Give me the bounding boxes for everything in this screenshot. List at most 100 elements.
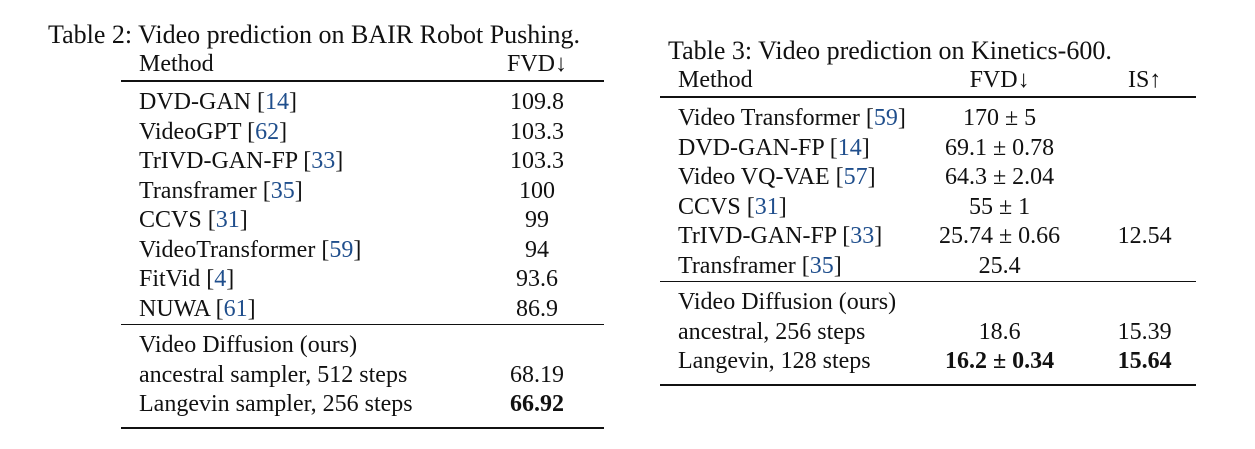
fvd-cell: 25.4 (978, 252, 1021, 279)
table-row: Video Transformer [59] 170 ± 5 (660, 97, 1196, 134)
method-cell: VideoGPT [62] (139, 118, 288, 145)
table-row: Transframer [35] 25.4 (660, 252, 1196, 282)
table-row-ours-title: Video Diffusion (ours) (121, 324, 604, 361)
citation-link[interactable]: 62 (255, 118, 280, 145)
fvd-cell: 86.9 (516, 295, 558, 322)
is-cell: 15.39 (1117, 318, 1172, 345)
method-cell: ancestral, 256 steps (678, 318, 866, 345)
citation-link[interactable]: 59 (329, 236, 354, 263)
is-cell (1093, 97, 1196, 134)
fvd-cell: 69.1 ± 0.78 (944, 134, 1055, 161)
table-row-ours-title: Video Diffusion (ours) (660, 281, 1196, 318)
fvd-cell-best: 16.2 ± 0.34 (905, 347, 1094, 386)
method-name: TrIVD-GAN-FP (678, 223, 837, 249)
method-cell: Langevin, 128 steps (660, 347, 906, 386)
method-name: Video VQ-VAE (678, 164, 830, 190)
fvd-cell: 103.3 (510, 148, 564, 174)
fvd-cell: 100 (519, 177, 555, 204)
table-row: TrIVD-GAN-FP [33] 103.3 (121, 147, 604, 177)
table-row: DVD-GAN [14] 109.8 (121, 81, 604, 118)
header-is: IS↑ (1093, 66, 1196, 98)
citation-link[interactable]: 14 (264, 89, 289, 115)
header-method: Method (660, 66, 906, 98)
table-row: Video VQ-VAE [57] 64.3 ± 2.04 (660, 163, 1196, 193)
fvd-cell: 103.3 (510, 118, 564, 145)
fvd-cell: 18.6 (978, 318, 1021, 345)
method-cell: Video VQ-VAE [57] (678, 164, 876, 190)
is-cell: 12.54 (1117, 223, 1172, 249)
citation-link[interactable]: 35 (270, 177, 295, 204)
fvd-cell: 55 ± 1 (968, 193, 1031, 220)
method-name: Video Transformer (678, 105, 860, 131)
ours-title: Video Diffusion (ours) (121, 324, 482, 361)
method-cell: FitVid [4] (139, 266, 235, 292)
citation-link[interactable]: 4 (214, 266, 227, 292)
fvd-cell: 93.6 (516, 266, 558, 292)
table-row: CCVS [31] 55 ± 1 (660, 193, 1196, 223)
is-cell (1093, 193, 1196, 223)
is-cell (1093, 163, 1196, 193)
table-row: Langevin sampler, 256 steps 66.92 (121, 390, 604, 429)
method-cell: NUWA [61] (139, 295, 256, 322)
table-row: NUWA [61] 86.9 (121, 295, 604, 325)
fvd-cell: 170 ± 5 (962, 105, 1037, 131)
table-3-caption: Table 3: Video prediction on Kinetics-60… (668, 36, 1112, 65)
method-name: DVD-GAN (139, 89, 251, 115)
citation-link[interactable]: 57 (843, 164, 868, 190)
citation-link[interactable]: 35 (809, 252, 834, 279)
method-cell: Transframer [35] (678, 252, 842, 279)
method-cell: CCVS [31] (139, 207, 248, 233)
method-name: TrIVD-GAN-FP (139, 148, 298, 174)
citation-link[interactable]: 33 (850, 223, 875, 249)
method-cell: Video Transformer [59] (678, 105, 906, 131)
method-name: Transframer (139, 177, 257, 204)
table-row: Langevin, 128 steps 16.2 ± 0.34 15.64 (660, 347, 1196, 386)
fvd-cell: 109.8 (510, 89, 564, 115)
table-2: Method FVD↓ DVD-GAN [14] 109.8 VideoGPT … (121, 50, 604, 429)
table-3: Method FVD↓ IS↑ Video Transformer [59] 1… (660, 66, 1196, 386)
table-row: ancestral, 256 steps 18.6 15.39 (660, 318, 1196, 348)
method-cell: Transframer [35] (139, 177, 303, 204)
method-name: CCVS (678, 193, 741, 220)
citation-link[interactable]: 59 (873, 105, 898, 131)
method-cell: ancestral sampler, 512 steps (139, 361, 408, 388)
fvd-cell: 68.19 (510, 361, 564, 388)
fvd-cell: 99 (525, 207, 549, 233)
method-cell: CCVS [31] (678, 193, 787, 220)
citation-link[interactable]: 61 (223, 295, 248, 322)
is-cell (1093, 252, 1196, 282)
method-name: FitVid (139, 266, 201, 292)
method-name: Transframer (678, 252, 796, 279)
ours-title: Video Diffusion (ours) (660, 281, 906, 318)
table-header-row: Method FVD↓ (121, 50, 604, 82)
table-row: DVD-GAN-FP [14] 69.1 ± 0.78 (660, 134, 1196, 164)
citation-link[interactable]: 33 (311, 148, 336, 174)
citation-link[interactable]: 31 (754, 193, 779, 220)
header-fvd: FVD↓ (905, 66, 1094, 98)
table-2-block: Table 2: Video prediction on BAIR Robot … (48, 18, 638, 429)
header-method: Method (121, 50, 482, 82)
method-name: VideoGPT (139, 118, 242, 145)
table-row: VideoGPT [62] 103.3 (121, 118, 604, 148)
table-2-caption: Table 2: Video prediction on BAIR Robot … (48, 20, 580, 49)
fvd-cell: 64.3 ± 2.04 (944, 164, 1055, 190)
table-3-block: Table 3: Video prediction on Kinetics-60… (660, 34, 1200, 386)
table-header-row: Method FVD↓ IS↑ (660, 66, 1196, 98)
citation-link[interactable]: 31 (215, 207, 240, 233)
table-row: TrIVD-GAN-FP [33] 25.74 ± 0.66 12.54 (660, 222, 1196, 252)
citation-link[interactable]: 14 (837, 134, 862, 161)
is-cell (1093, 134, 1196, 164)
header-fvd: FVD↓ (482, 50, 604, 82)
method-name: VideoTransformer (139, 236, 316, 263)
table-row: Transframer [35] 100 (121, 177, 604, 207)
method-cell: DVD-GAN-FP [14] (678, 134, 870, 161)
table-row: FitVid [4] 93.6 (121, 265, 604, 295)
method-name: CCVS (139, 207, 202, 233)
fvd-cell: 94 (525, 236, 549, 263)
table-row: CCVS [31] 99 (121, 206, 604, 236)
method-cell: DVD-GAN [14] (139, 89, 297, 115)
method-cell: Langevin sampler, 256 steps (121, 390, 482, 429)
method-name: NUWA (139, 295, 210, 322)
method-cell: TrIVD-GAN-FP [33] (139, 148, 344, 174)
is-cell-best: 15.64 (1093, 347, 1196, 386)
